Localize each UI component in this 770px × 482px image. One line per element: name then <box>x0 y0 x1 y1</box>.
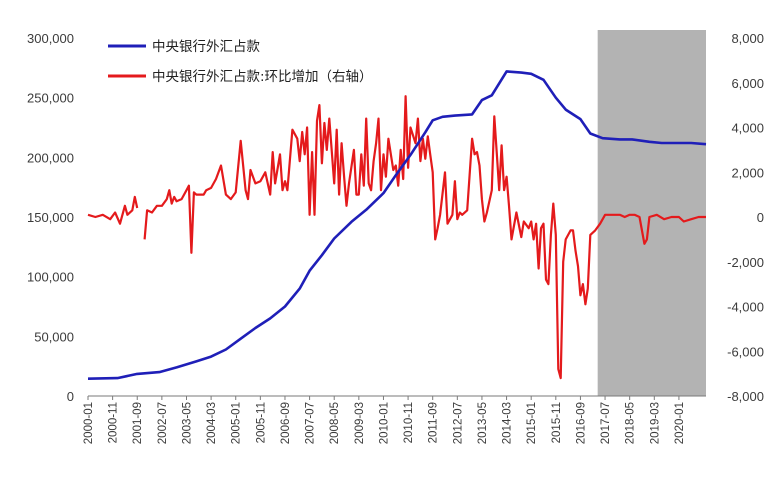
series-line-mom-change <box>143 95 706 380</box>
x-tick-label: 2008-05 <box>329 402 341 444</box>
x-tick-label: 2000-01 <box>83 402 95 444</box>
right-y-tick-label: 0 <box>757 210 764 225</box>
right-y-tick-label: -4,000 <box>727 300 764 315</box>
left-y-tick-label: 50,000 <box>34 329 74 344</box>
left-y-tick-label: 300,000 <box>27 31 74 46</box>
x-tick-label: 2003-05 <box>181 402 193 444</box>
right-y-tick-label: -8,000 <box>727 389 764 404</box>
left-y-axis-ticks: 0 50,000 100,000 150,000 200,000 250,000 300,0… <box>27 31 74 404</box>
x-tick-label: 2016-09 <box>575 402 587 444</box>
legend-label-mom-change: 中央银行外汇占款:环比增加（右轴） <box>152 69 373 85</box>
right-y-tick-label: 4,000 <box>731 121 764 136</box>
legend: 中央银行外汇占款 中央银行外汇占款:环比增加（右轴） <box>108 39 373 85</box>
x-tick-label: 2001-09 <box>132 402 144 444</box>
series-lines <box>87 70 707 380</box>
x-tick-label: 2009-03 <box>354 402 366 444</box>
right-y-tick-label: -2,000 <box>727 255 764 270</box>
shaded-area-rect <box>597 30 706 396</box>
x-tick-label: 2002-07 <box>157 402 169 444</box>
left-y-tick-label: 100,000 <box>27 270 74 285</box>
x-tick-label: 2012-07 <box>452 402 464 444</box>
right-y-tick-label: 6,000 <box>731 76 764 91</box>
left-y-tick-label: 150,000 <box>27 210 74 225</box>
x-tick-label: 2019-03 <box>649 402 661 444</box>
x-tick-label: 2005-01 <box>231 402 243 444</box>
left-y-tick-label: 200,000 <box>27 150 74 165</box>
x-tick-label: 2020-01 <box>674 402 686 444</box>
x-tick-label: 2007-07 <box>305 402 317 444</box>
x-tick-label: 2004-03 <box>206 402 218 444</box>
x-tick-label: 2015-11 <box>551 402 563 443</box>
left-y-tick-label: 250,000 <box>27 91 74 106</box>
right-y-tick-label: -6,000 <box>727 344 764 359</box>
x-tick-label: 2006-09 <box>280 402 292 444</box>
x-tick-label: 2013-05 <box>477 402 489 444</box>
x-tick-label: 2014-03 <box>502 402 514 444</box>
series-line-central-bank-fx <box>87 70 707 380</box>
x-tick-label: 2015-01 <box>526 402 538 444</box>
series-line-mom-change <box>87 195 139 225</box>
x-tick-label: 2010-11 <box>403 402 415 443</box>
x-tick-label: 2010-01 <box>378 402 390 444</box>
shaded-forecast-region <box>597 30 706 396</box>
x-tick-label: 2005-11 <box>255 402 267 443</box>
right-y-tick-label: 8,000 <box>731 31 764 46</box>
left-y-tick-label: 0 <box>67 389 74 404</box>
legend-label-central-bank-fx: 中央银行外汇占款 <box>152 39 260 55</box>
right-y-axis-ticks: -8,000 -6,000 -4,000 -2,000 0 2,000 4,000 6,000… <box>727 31 764 404</box>
right-y-tick-label: 2,000 <box>731 165 764 180</box>
x-tick-label: 2011-09 <box>428 402 440 443</box>
x-axis-ticks: 2000-01 2000-11 2001-09 2002-07 2003-05 2004-… <box>83 396 686 444</box>
x-tick-label: 2000-11 <box>108 402 120 443</box>
x-tick-label: 2017-07 <box>600 402 612 444</box>
x-tick-label: 2018-05 <box>625 402 637 444</box>
